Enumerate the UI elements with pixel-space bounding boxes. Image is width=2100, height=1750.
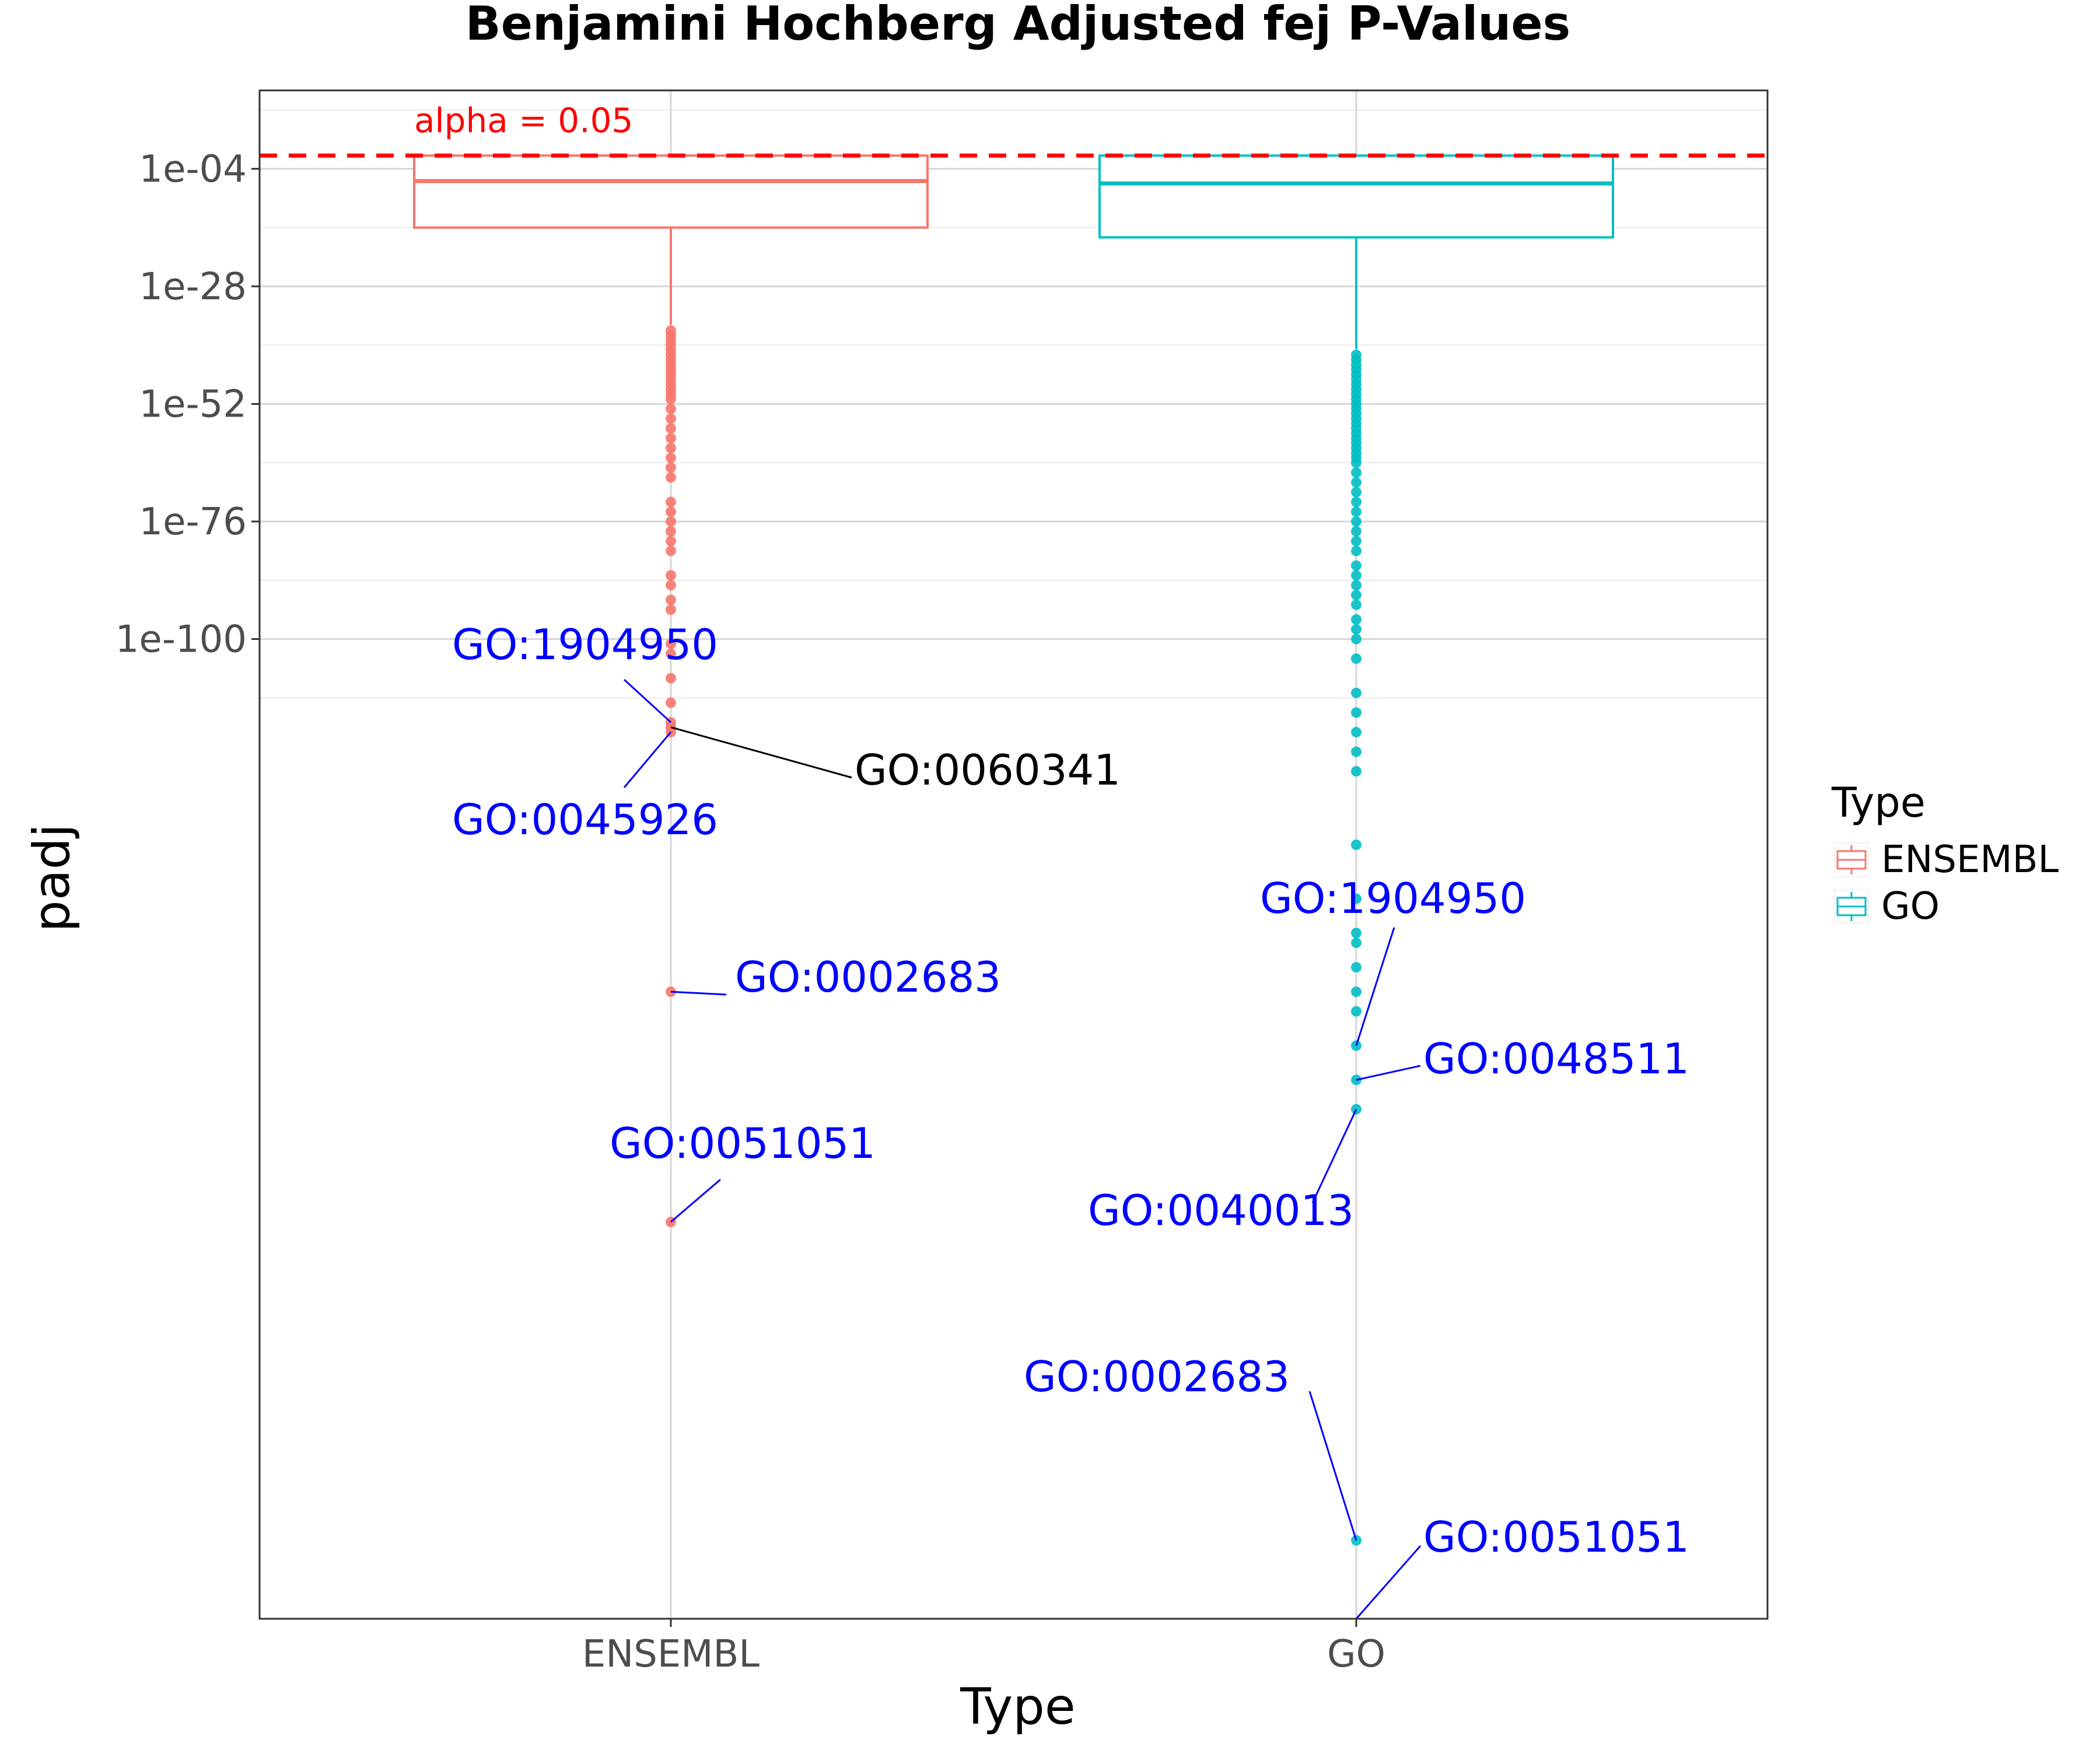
- y-tick-label: 1e-52: [139, 383, 247, 426]
- y-tick-label: 1e-76: [139, 501, 247, 544]
- plot-panel-border: [258, 89, 1769, 1620]
- outlier-point: [666, 516, 676, 527]
- y-tick-label: 1e-100: [116, 618, 247, 662]
- label-connector: [670, 991, 727, 996]
- outlier-point: [666, 638, 676, 649]
- outlier-point: [666, 536, 676, 547]
- outlier-point: [1351, 707, 1362, 718]
- outlier-point: [1351, 727, 1362, 738]
- outlier-point: [666, 462, 676, 473]
- outlier-point: [1351, 937, 1362, 949]
- label-connector: [1311, 1109, 1357, 1203]
- outlier-point: [1351, 653, 1362, 664]
- point-label: GO:0048511: [1423, 1034, 1689, 1083]
- box-ensembl: [413, 154, 929, 229]
- point-label: GO:1904950: [452, 620, 718, 669]
- outlier-point: [666, 545, 676, 556]
- point-label: GO:0002683: [735, 953, 1001, 1002]
- y-tick-label: 1e-28: [139, 265, 247, 309]
- x-tick-label: ENSEMBL: [582, 1633, 760, 1676]
- outlier-point: [1351, 580, 1362, 591]
- outlier-point: [666, 697, 676, 708]
- outlier-point: [666, 570, 676, 581]
- legend-entry-label: ENSEMBL: [1881, 838, 2059, 881]
- outlier-point: [1351, 746, 1362, 757]
- point-label: GO:0051051: [610, 1119, 876, 1168]
- outlier-point: [666, 604, 676, 615]
- outlier-point: [666, 443, 676, 454]
- outlier-point: [666, 423, 676, 434]
- point-label: GO:0002683: [1024, 1352, 1290, 1401]
- outlier-point: [666, 403, 676, 414]
- outlier-point: [1351, 986, 1362, 998]
- point-label: GO:0051051: [1423, 1513, 1689, 1562]
- label-connector: [1355, 927, 1395, 1046]
- outlier-point: [666, 580, 676, 591]
- chart-title: Benjamini Hochberg Adjusted fej P-Values: [466, 0, 1571, 51]
- outlier-point: [1351, 839, 1362, 850]
- outlier-point: [1351, 536, 1362, 547]
- box-go: [1098, 154, 1614, 239]
- outlier-point: [666, 506, 676, 517]
- outlier-point: [1351, 624, 1362, 635]
- label-connector: [1355, 1545, 1422, 1619]
- outlier-point: [666, 648, 676, 659]
- y-tick-label: 1e-04: [139, 148, 247, 191]
- outlier-point: [666, 452, 676, 463]
- outlier-point: [1351, 614, 1362, 625]
- point-labels: GO:1904950 GO:0060341 GO:0045926 GO:0002683…: [452, 620, 1689, 1619]
- outlier-point: [1351, 506, 1362, 517]
- outlier-point: [1351, 467, 1362, 478]
- outlier-points: [666, 325, 1362, 1546]
- outlier-point: [1351, 687, 1362, 698]
- x-axis: ENSEMBL GO: [582, 1619, 1385, 1676]
- outlier-point: [1351, 526, 1362, 537]
- legend-entry-label: GO: [1881, 885, 1940, 928]
- outlier-point: [1351, 545, 1362, 556]
- alpha-threshold-label: alpha = 0.05: [414, 101, 633, 141]
- y-axis: 1e-04 1e-28 1e-52 1e-76 1e-100: [116, 148, 260, 662]
- y-axis-label: padj: [23, 824, 81, 932]
- outlier-point: [1351, 457, 1362, 468]
- point-label: GO:1904950: [1260, 874, 1526, 923]
- outlier-point: [666, 472, 676, 483]
- outlier-point: [1351, 516, 1362, 527]
- x-tick-label: GO: [1327, 1633, 1385, 1676]
- outlier-point: [666, 413, 676, 424]
- outlier-point: [1351, 766, 1362, 777]
- outlier-point: [1351, 560, 1362, 571]
- outlier-point: [666, 526, 676, 537]
- outlier-point: [666, 594, 676, 606]
- label-connector: [670, 726, 852, 779]
- outlier-point: [1351, 589, 1362, 600]
- label-connector: [1356, 1065, 1421, 1081]
- point-label: GO:0040013: [1088, 1186, 1354, 1235]
- outlier-point: [1351, 634, 1362, 645]
- label-connector: [623, 732, 672, 788]
- outlier-point: [1351, 928, 1362, 939]
- outlier-point: [666, 673, 676, 684]
- point-label: GO:0060341: [855, 746, 1121, 794]
- outlier-point: [1351, 599, 1362, 610]
- outlier-point: [1351, 496, 1362, 508]
- label-connector: [670, 1178, 721, 1223]
- outlier-point: [1351, 962, 1362, 973]
- boxplots: [413, 154, 1614, 349]
- outlier-point: [666, 496, 676, 508]
- outlier-point: [1351, 1006, 1362, 1017]
- legend-title: Type: [1831, 779, 1926, 827]
- outlier-point: [1351, 893, 1362, 904]
- x-axis-label: Type: [960, 1678, 1076, 1736]
- label-connector: [623, 678, 672, 723]
- outlier-point: [1351, 477, 1362, 488]
- outlier-point: [1351, 487, 1362, 498]
- label-connector: [1308, 1391, 1357, 1541]
- outlier-point: [1351, 570, 1362, 581]
- outlier-point: [666, 433, 676, 444]
- point-label: GO:0045926: [452, 795, 718, 844]
- outlier-point: [666, 394, 676, 405]
